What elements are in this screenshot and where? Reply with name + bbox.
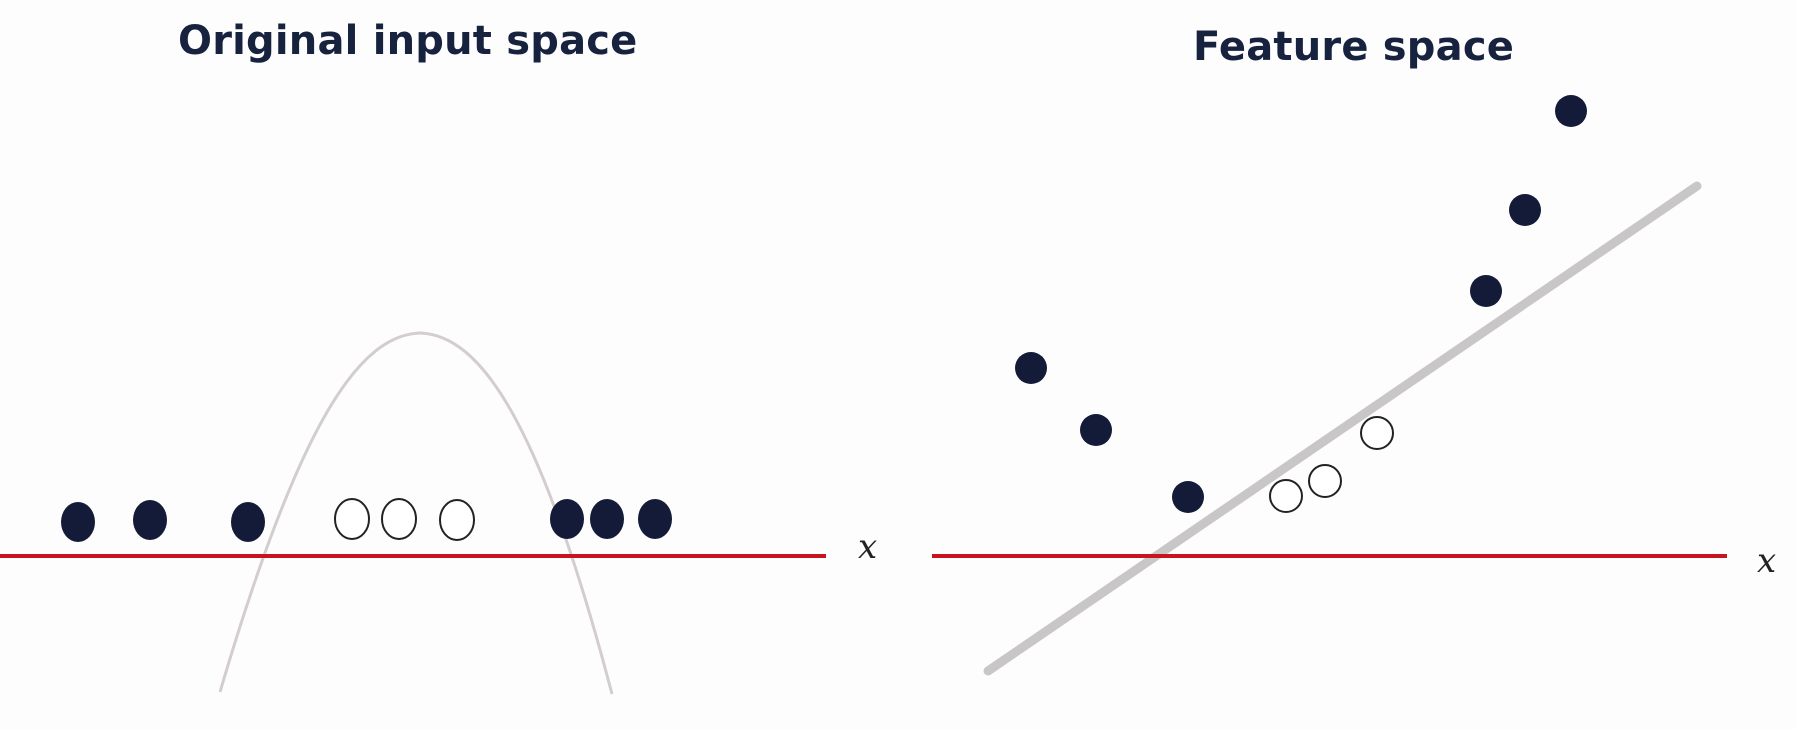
right-filled-point [1172, 481, 1204, 513]
left-open-point [381, 498, 417, 540]
left-open-point [439, 499, 475, 541]
right-filled-point [1080, 414, 1112, 446]
right-points [1015, 95, 1587, 513]
left-decision-curve [218, 331, 614, 695]
right-panel: x [932, 95, 1776, 676]
right-x-axis-label: x [1757, 541, 1776, 581]
right-filled-point [1470, 275, 1502, 307]
left-panel: x [0, 331, 877, 695]
right-filled-point [1015, 352, 1047, 384]
right-separator-line [983, 181, 1702, 676]
left-x-axis-label: x [858, 527, 877, 567]
right-filled-point [1509, 194, 1541, 226]
right-open-point [1308, 464, 1342, 498]
right-filled-point [1555, 95, 1587, 127]
left-points [61, 498, 672, 542]
right-open-point [1269, 479, 1303, 513]
left-filled-point [133, 500, 167, 540]
left-filled-point [61, 502, 95, 542]
left-panel-title: Original input space [178, 18, 638, 64]
left-filled-point [638, 499, 672, 539]
left-open-point [334, 498, 370, 540]
right-open-point [1360, 416, 1394, 450]
right-panel-title: Feature space [1193, 24, 1515, 70]
left-filled-point [550, 499, 584, 539]
left-filled-point [231, 502, 265, 542]
left-filled-point [590, 499, 624, 539]
